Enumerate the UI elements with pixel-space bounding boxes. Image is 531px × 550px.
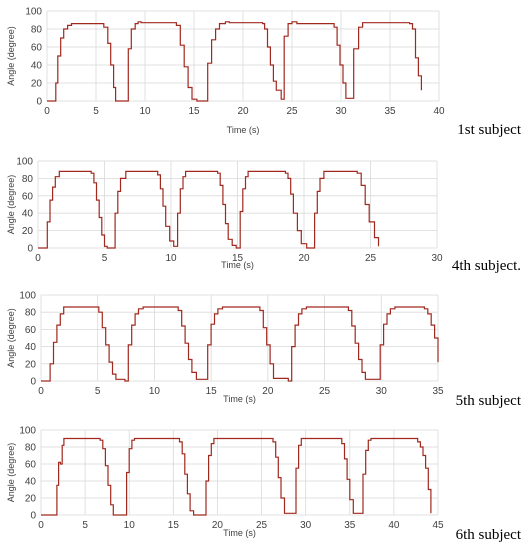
- x-tick-label: 20: [298, 253, 310, 264]
- x-tick-label: 35: [384, 106, 396, 117]
- x-tick-label: 0: [35, 253, 41, 264]
- y-tick-label: 20: [25, 359, 37, 370]
- chart-subject-6: 0 20 40 60 80 100 0 5 10 15 20 25 30 35 40 45 Time (s) An…: [6, 426, 444, 539]
- y-tick-label: 100: [19, 426, 36, 437]
- x-tick-label: 35: [344, 520, 356, 531]
- caption-subject-1: 1st subject: [457, 122, 521, 138]
- angle-series-line: [41, 437, 432, 516]
- y-tick-label: 80: [25, 308, 37, 319]
- x-axis-title: Time (s): [221, 260, 254, 270]
- x-tick-label: 35: [432, 386, 444, 397]
- y-tick-label: 60: [25, 460, 37, 471]
- x-tick-label: 15: [232, 253, 244, 264]
- x-tick-label: 25: [319, 386, 331, 397]
- caption-subject-5: 5th subject: [455, 393, 521, 409]
- y-axis-title: Angle (degree): [6, 308, 16, 368]
- x-tick-label: 0: [44, 106, 50, 117]
- y-axis-title: Angle (degree): [6, 26, 16, 86]
- x-tick-label: 15: [168, 520, 180, 531]
- y-tick-label: 60: [31, 43, 43, 54]
- x-tick-label: 10: [124, 520, 136, 531]
- x-tick-label: 30: [431, 253, 443, 264]
- x-tick-label: 5: [82, 520, 88, 531]
- x-tick-label: 20: [237, 106, 249, 117]
- x-tick-label: 10: [165, 253, 177, 264]
- x-tick-label: 5: [102, 253, 108, 264]
- x-tick-label: 15: [206, 386, 218, 397]
- y-tick-label: 40: [25, 342, 37, 353]
- x-axis-title: Time (s): [223, 394, 256, 404]
- y-tick-label: 100: [19, 291, 36, 302]
- y-axis-title: Angle (degree): [6, 443, 16, 503]
- x-tick-label: 45: [432, 520, 444, 531]
- y-axis-title: Angle (degree): [6, 175, 16, 235]
- x-tick-label: 10: [149, 386, 161, 397]
- x-tick-label: 40: [388, 520, 400, 531]
- y-tick-label: 100: [16, 157, 33, 168]
- angle-series-line: [41, 306, 439, 382]
- x-tick-label: 15: [188, 106, 200, 117]
- x-tick-label: 25: [286, 106, 298, 117]
- chart-subject-1: 0 20 40 60 80 100 0 5 10 15 20 25 30 35 40 Time (s) Angl…: [6, 7, 445, 136]
- x-axis-title: Time (s): [227, 125, 260, 135]
- x-tick-label: 10: [139, 106, 151, 117]
- x-tick-label: 5: [95, 386, 101, 397]
- caption-subject-6: 6th subject: [455, 527, 521, 543]
- y-tick-label: 0: [30, 377, 36, 388]
- y-tick-label: 0: [30, 511, 36, 522]
- y-tick-label: 20: [25, 494, 37, 505]
- y-tick-label: 20: [31, 79, 43, 90]
- y-tick-label: 40: [31, 61, 43, 72]
- y-tick-label: 80: [22, 174, 34, 185]
- x-tick-label: 20: [212, 520, 224, 531]
- y-tick-label: 0: [27, 244, 33, 255]
- x-axis-title: Time (s): [223, 528, 256, 538]
- angle-series-line: [38, 170, 380, 249]
- y-tick-label: 60: [22, 191, 34, 202]
- x-tick-label: 30: [376, 386, 388, 397]
- y-tick-label: 80: [31, 25, 43, 36]
- y-tick-label: 40: [22, 209, 34, 220]
- y-tick-label: 60: [25, 325, 37, 336]
- chart-subject-4: 0 20 40 60 80 100 0 5 10 15 20 25 30 Time (s) Angle (d…: [6, 157, 443, 271]
- x-tick-label: 25: [365, 253, 377, 264]
- y-tick-label: 0: [36, 97, 42, 108]
- chart-subject-5: 0 20 40 60 80 100 0 5 10 15 20 25 30 35 Time (s) Angle …: [6, 291, 444, 405]
- x-tick-label: 30: [335, 106, 347, 117]
- x-tick-label: 40: [433, 106, 445, 117]
- x-tick-label: 0: [38, 520, 44, 531]
- y-tick-label: 40: [25, 477, 37, 488]
- x-tick-label: 25: [256, 520, 268, 531]
- x-tick-label: 20: [262, 386, 274, 397]
- caption-subject-4: 4th subject.: [451, 258, 521, 274]
- y-tick-label: 80: [25, 443, 37, 454]
- y-tick-label: 100: [25, 7, 42, 18]
- x-tick-label: 30: [300, 520, 312, 531]
- angle-series-line: [47, 21, 422, 102]
- y-tick-label: 20: [22, 226, 34, 237]
- x-tick-label: 0: [38, 386, 44, 397]
- x-tick-label: 5: [93, 106, 99, 117]
